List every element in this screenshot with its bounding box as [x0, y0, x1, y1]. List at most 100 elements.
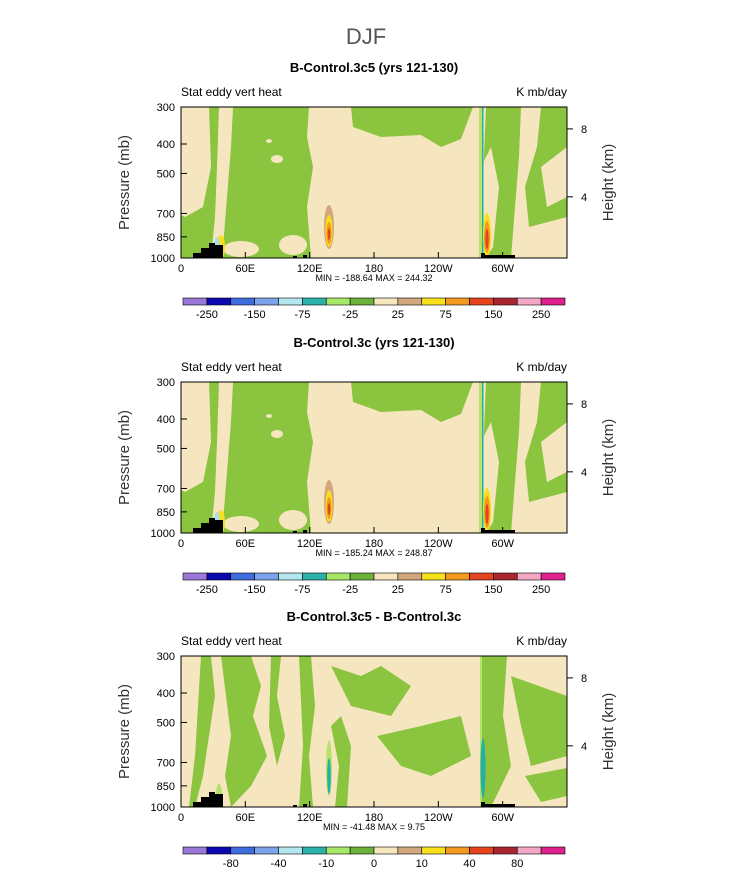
field-streak-teal: [482, 382, 484, 533]
terrain-mask: [481, 802, 485, 807]
terrain-mask: [215, 520, 223, 533]
y-tick-label: 500: [157, 717, 175, 729]
colorbar-label: 25: [392, 309, 404, 321]
field-patch-tan: [223, 241, 259, 257]
figure-title: DJF: [346, 24, 386, 49]
x-tick-label: 120W: [424, 812, 453, 824]
field-region-green: [331, 666, 411, 716]
colorbar-swatch: [278, 572, 303, 581]
field-core-red: [485, 229, 489, 249]
x-tick-label: 120E: [297, 263, 323, 275]
x-tick-label: 120E: [297, 538, 323, 550]
terrain-mask: [215, 794, 223, 807]
y-tick-label: 850: [157, 781, 175, 793]
contour-field: [181, 656, 567, 807]
y-tick-label: 1000: [151, 802, 175, 814]
x-tick-label: 180: [365, 538, 383, 550]
colorbar-label: -10: [318, 858, 334, 870]
field-patch-tan: [279, 510, 307, 530]
right-tick-label: 4: [581, 467, 587, 479]
colorbar-swatch: [254, 297, 279, 306]
field-core-red: [327, 228, 331, 240]
terrain-mask: [485, 530, 515, 533]
x-tick-label: 60W: [491, 812, 514, 824]
field-streak-lightgreen: [479, 382, 482, 533]
field-core-teal: [327, 758, 331, 794]
field-region-tan: [541, 147, 567, 207]
colorbar-swatch: [349, 846, 375, 855]
field-region-tan: [181, 382, 211, 492]
y-tick-label: 500: [157, 168, 175, 180]
field-region-tan: [211, 382, 233, 533]
contour-field: [181, 382, 567, 533]
colorbar-swatch: [516, 846, 542, 855]
field-patch-tan: [223, 516, 259, 532]
colorbar-swatch: [302, 297, 327, 306]
variable-label: Stat eddy vert heat: [181, 360, 282, 374]
colorbar-swatch: [540, 297, 566, 306]
y-tick-label: 300: [157, 651, 175, 663]
right-tick-label: 8: [581, 399, 587, 411]
field-region-tan: [511, 107, 567, 258]
terrain-mask: [481, 528, 485, 533]
field-core-red: [485, 504, 489, 524]
field-region-green: [189, 656, 215, 807]
field-region-green: [377, 716, 471, 776]
x-tick-label: 120E: [297, 812, 323, 824]
colorbar-swatch: [325, 572, 351, 581]
x-tick-label: 0: [178, 812, 184, 824]
field-region-tan: [211, 107, 233, 258]
colorbar-swatch: [206, 846, 232, 855]
x-tick-label: 180: [365, 263, 383, 275]
field-region-green: [331, 716, 351, 807]
field-patch-tan: [271, 430, 283, 438]
terrain-mask: [303, 530, 307, 533]
colorbar-label: -250: [196, 584, 218, 596]
field-region-green: [299, 656, 315, 807]
units-label: K mb/day: [516, 85, 567, 99]
field-streak-lightgreen: [480, 656, 482, 807]
colorbar-label: 25: [392, 584, 404, 596]
terrain-mask: [293, 256, 297, 258]
terrain-mask: [193, 528, 205, 533]
terrain-mask: [215, 245, 223, 258]
colorbar-label: -75: [294, 584, 310, 596]
colorbar-label: 75: [440, 584, 452, 596]
terrain-mask: [303, 804, 307, 807]
colorbar-swatch: [540, 572, 566, 581]
colorbar-swatch: [373, 846, 399, 855]
colorbar-label: -80: [223, 858, 239, 870]
field-region-tan: [181, 107, 211, 217]
colorbar-label: 150: [484, 584, 502, 596]
colorbar-swatch: [421, 297, 446, 306]
field-streak-lightgreen: [479, 107, 482, 258]
field-region-green: [481, 656, 511, 807]
y-tick-label: 400: [157, 414, 175, 426]
units-label: K mb/day: [516, 634, 567, 648]
colorbar-label: 80: [511, 858, 523, 870]
colorbar-swatch: [230, 297, 255, 306]
field-region-green: [221, 656, 267, 807]
field-patch-tan: [271, 155, 283, 163]
x-tick-label: 0: [178, 263, 184, 275]
y-axis-title: Pressure (mb): [116, 135, 133, 230]
panel-2: B-Control.3c (yrs 121-130) Stat eddy vert…: [116, 335, 617, 596]
colorbar-swatch: [230, 846, 255, 855]
colorbar-label: 250: [532, 309, 550, 321]
field-region-green: [367, 111, 431, 131]
colorbar-label: -40: [271, 858, 287, 870]
y-tick-label: 300: [157, 377, 175, 389]
colorbar-swatch: [397, 297, 423, 306]
colorbar-swatch: [302, 846, 327, 855]
terrain-mask: [209, 518, 215, 533]
y-tick-label: 400: [157, 688, 175, 700]
right-tick-label: 4: [581, 741, 587, 753]
y-tick-label: 400: [157, 139, 175, 151]
colorbar-swatch: [516, 572, 542, 581]
terrain-mask: [193, 253, 205, 258]
colorbar-swatch: [182, 572, 208, 581]
colorbar-swatch: [254, 572, 279, 581]
min-max-stats: MIN = -41.48 MAX = 9.75: [323, 822, 425, 832]
colorbar-swatch: [516, 297, 542, 306]
x-tick-label: 60E: [236, 263, 256, 275]
